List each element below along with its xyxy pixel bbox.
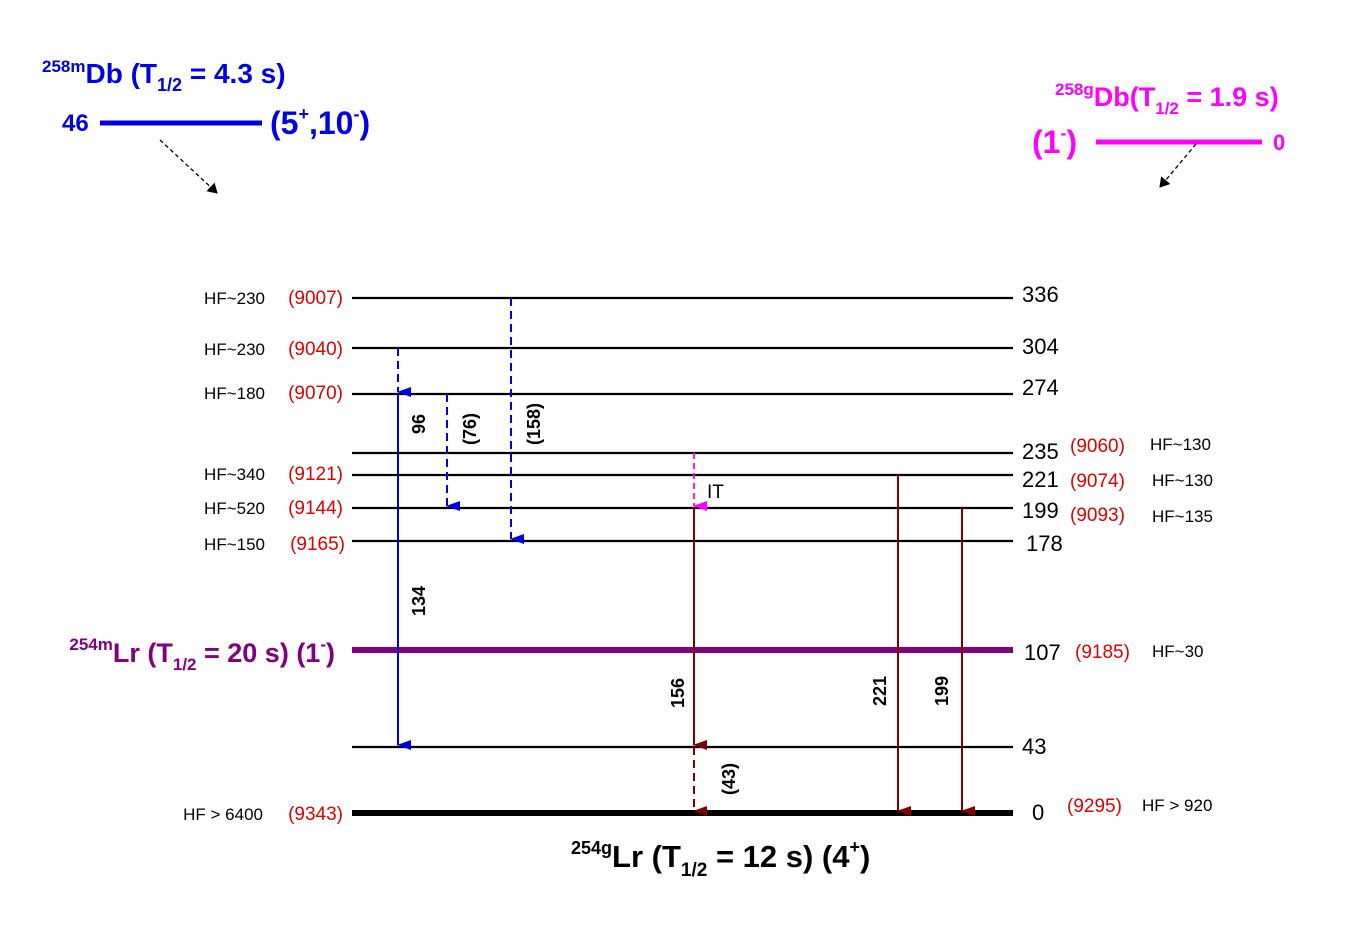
svg-text:258mDb (T1/2 = 4.3 s): 258mDb (T1/2 = 4.3 s): [42, 57, 286, 95]
svg-text:235: 235: [1022, 439, 1059, 464]
svg-text:HF~135: HF~135: [1152, 507, 1213, 526]
isomer-lr-m: 254mLr (T1/2 = 20 s) (1-) 107 (9185) HF~…: [69, 635, 1203, 674]
svg-text:43: 43: [1022, 734, 1046, 759]
svg-text:(9070): (9070): [288, 383, 343, 404]
gamma-156: 156: [668, 508, 707, 750]
svg-text:(43): (43): [719, 763, 739, 795]
svg-text:HF~130: HF~130: [1152, 471, 1213, 490]
ground-label: 254gLr (T1/2 = 12 s) (4+): [571, 837, 870, 881]
db-m-element: Db: [85, 58, 122, 89]
svg-text:HF > 6400: HF > 6400: [183, 805, 263, 824]
svg-text:(9144): (9144): [288, 498, 343, 519]
svg-text:(9343): (9343): [288, 804, 343, 825]
db-g-energy: 0: [1273, 130, 1285, 155]
gamma-96: 96: [397, 348, 429, 434]
it-transition: IT: [693, 453, 724, 511]
gamma-158: (158): [510, 298, 544, 544]
svg-text:(9093): (9093): [1070, 505, 1125, 526]
db-m-decay-arrow: [159, 139, 218, 194]
db-m-energy: 46: [62, 110, 89, 137]
svg-text:HF~230: HF~230: [204, 340, 265, 359]
level-274: HF~180 (9070) 274: [204, 375, 1059, 404]
svg-text:IT: IT: [707, 482, 724, 503]
svg-text:HF > 920: HF > 920: [1142, 796, 1212, 815]
level-43: 43: [352, 734, 1046, 759]
svg-text:(9007): (9007): [288, 288, 343, 309]
svg-text:199: 199: [1022, 498, 1059, 523]
gamma-221: 221: [870, 475, 911, 816]
level-199: HF~520 (9144) 199 (9093) HF~135: [204, 498, 1213, 526]
gamma-199: 199: [932, 508, 975, 816]
parent-db-g: 258gDb(T1/2 = 1.9 s) (1-) 0: [1032, 80, 1285, 188]
svg-text:258gDb(T1/2 = 1.9 s): 258gDb(T1/2 = 1.9 s): [1055, 80, 1279, 118]
svg-text:(9185): (9185): [1075, 642, 1130, 663]
level-178: HF~150 (9165) 178: [204, 531, 1063, 556]
isomer-label: 254mLr (T1/2 = 20 s) (1-): [69, 635, 335, 674]
svg-text:336: 336: [1022, 282, 1059, 307]
gamma-134: 134: [397, 394, 429, 750]
svg-text:199: 199: [932, 676, 952, 706]
db-m-mass: 258m: [42, 57, 85, 76]
db-g-spin: (1-): [1032, 123, 1077, 160]
svg-text:221: 221: [870, 676, 890, 706]
svg-text:(9121): (9121): [288, 464, 343, 485]
db-g-element: Db: [1094, 82, 1130, 112]
parent-db-m: 258mDb (T1/2 = 4.3 s) 46 (5+,10-): [42, 57, 370, 194]
svg-text:(9060): (9060): [1070, 436, 1125, 457]
svg-text:178: 178: [1026, 531, 1063, 556]
db-m-spin: (5+,10-): [270, 104, 370, 141]
svg-text:HF~30: HF~30: [1152, 642, 1204, 661]
svg-text:HF~180: HF~180: [204, 384, 265, 403]
level-336: HF~230 (9007) 336: [204, 282, 1059, 309]
db-g-decay-arrow: [1159, 143, 1197, 188]
svg-text:221: 221: [1022, 467, 1059, 492]
svg-text:HF~130: HF~130: [1150, 435, 1211, 454]
gamma-76: (76): [446, 394, 480, 511]
svg-text:107: 107: [1024, 640, 1061, 665]
svg-text:HF~150: HF~150: [204, 535, 265, 554]
db-g-mass: 258g: [1055, 80, 1094, 99]
ground-state: HF > 6400 (9343) 0 (9295) HF > 920 254gL…: [183, 796, 1212, 881]
svg-text:HF~340: HF~340: [204, 465, 265, 484]
svg-text:274: 274: [1022, 375, 1059, 400]
svg-text:(9040): (9040): [288, 339, 343, 360]
svg-text:HF~230: HF~230: [204, 289, 265, 308]
svg-text:0: 0: [1032, 800, 1044, 825]
svg-text:(158): (158): [524, 403, 544, 445]
svg-text:96: 96: [409, 414, 429, 434]
svg-text:134: 134: [409, 586, 429, 616]
level-235: 235 (9060) HF~130: [352, 435, 1211, 464]
svg-text:(9295): (9295): [1067, 796, 1122, 817]
svg-text:(76): (76): [460, 413, 480, 445]
svg-text:HF~520: HF~520: [204, 499, 265, 518]
level-221: HF~340 (9121) 221 (9074) HF~130: [204, 464, 1213, 492]
svg-text:304: 304: [1022, 334, 1059, 359]
level-304: HF~230 (9040) 304: [204, 334, 1059, 360]
svg-text:(9165): (9165): [290, 534, 345, 555]
svg-text:(9074): (9074): [1070, 471, 1125, 492]
svg-text:156: 156: [668, 678, 688, 708]
gamma-43: (43): [693, 747, 739, 816]
